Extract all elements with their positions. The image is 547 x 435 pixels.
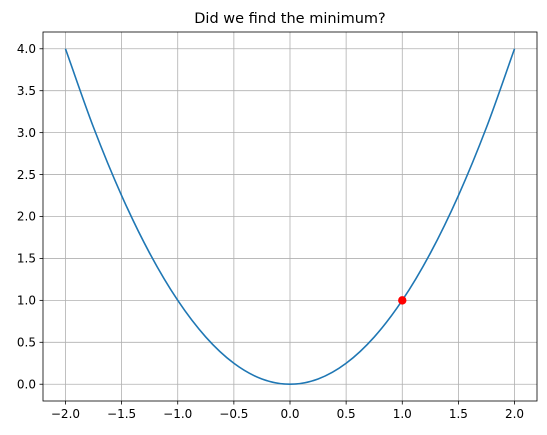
marker-point (398, 296, 407, 305)
y-tick-label: 2.5 (17, 168, 36, 182)
y-tick-label: 0.5 (17, 335, 36, 349)
x-tick-label: 0.5 (337, 407, 356, 421)
y-tick-label: 1.0 (17, 294, 36, 308)
x-tick-label: 1.0 (393, 407, 412, 421)
grid (43, 32, 537, 401)
x-tick-label: 0.0 (280, 407, 299, 421)
x-tick-label: −1.5 (107, 407, 136, 421)
series-layer (64, 48, 516, 386)
x-tick-label: −2.0 (51, 407, 80, 421)
x-tick-label: 1.5 (449, 407, 468, 421)
x-tick-label: −1.0 (163, 407, 192, 421)
y-tick-label: 3.0 (17, 126, 36, 140)
y-axis: 0.0 0.5 1.0 1.5 2.0 2.5 3.0 3.5 4.0 (17, 42, 43, 391)
chart-title: Did we find the minimum? (194, 11, 385, 27)
y-tick-label: 0.0 (17, 377, 36, 391)
y-tick-label: 1.5 (17, 252, 36, 266)
x-tick-label: 2.0 (505, 407, 524, 421)
y-tick-label: 2.0 (17, 210, 36, 224)
y-tick-label: 3.5 (17, 84, 36, 98)
x-axis: −2.0 −1.5 −1.0 −0.5 0.0 0.5 1.0 1.5 2.0 (51, 401, 524, 421)
y-tick-label: 4.0 (17, 42, 36, 56)
curve-line (64, 48, 516, 386)
x-tick-label: −0.5 (219, 407, 248, 421)
